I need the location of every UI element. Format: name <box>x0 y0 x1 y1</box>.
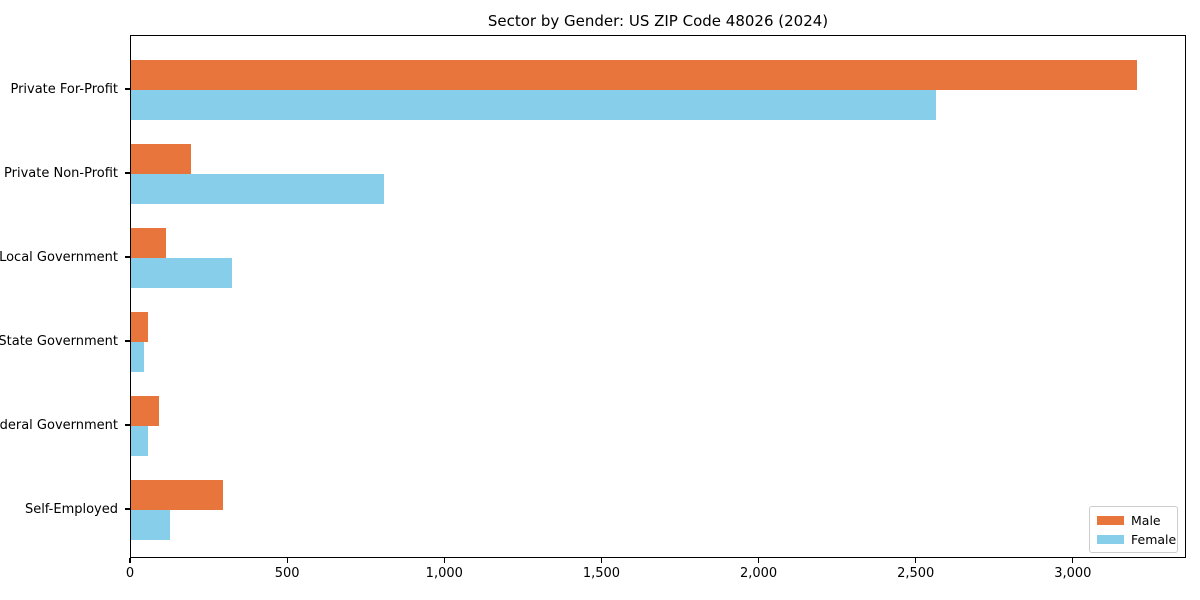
y-tick-mark <box>125 424 130 426</box>
bar-male-state-government <box>131 312 149 342</box>
x-tick-label-3-000: 3,000 <box>1054 566 1092 581</box>
y-tick-label-self-employed: Self-Employed <box>24 501 118 517</box>
plot-area <box>130 35 1186 558</box>
y-tick-label-private-non-profit: Private Non-Profit <box>4 165 118 181</box>
legend-item-male: Male <box>1097 514 1170 527</box>
x-tick-mark <box>286 558 288 563</box>
y-tick-mark <box>125 508 130 510</box>
x-tick-label-500: 500 <box>274 566 300 581</box>
y-tick-label-private-for-profit: Private For-Profit <box>10 81 118 97</box>
x-tick-mark <box>915 558 917 563</box>
x-tick-label-0: 0 <box>125 566 135 581</box>
y-tick-label-local-government: Local Government <box>0 249 118 265</box>
legend: Male Female <box>1089 506 1178 553</box>
y-tick-mark <box>125 340 130 342</box>
legend-item-female: Female <box>1097 533 1176 546</box>
bar-male-federal-government <box>131 396 160 426</box>
bar-male-local-government <box>131 228 166 258</box>
y-tick-mark <box>125 172 130 174</box>
legend-swatch-female <box>1097 534 1124 544</box>
x-tick-mark <box>129 558 131 563</box>
x-tick-mark <box>757 558 760 563</box>
x-tick-label-2-000: 2,000 <box>739 566 778 581</box>
y-tick-label-federal-government: Federal Government <box>0 417 118 433</box>
x-tick-mark <box>1072 558 1074 563</box>
x-tick-label-2-500: 2,500 <box>897 566 935 581</box>
bar-male-private-non-profit <box>131 144 191 174</box>
legend-swatch-male <box>1097 515 1124 525</box>
bar-female-self-employed <box>131 510 170 540</box>
bar-female-private-for-profit <box>131 90 936 120</box>
legend-label-male: Male <box>1131 512 1161 528</box>
x-tick-label-1-500: 1,500 <box>582 566 621 581</box>
y-tick-mark <box>125 88 130 90</box>
y-tick-label-state-government: State Government <box>0 333 118 349</box>
x-tick-mark <box>443 558 445 563</box>
bar-male-private-for-profit <box>131 60 1137 90</box>
x-tick-mark <box>600 558 603 563</box>
legend-label-female: Female <box>1131 531 1177 547</box>
chart-title: Sector by Gender: US ZIP Code 48026 (202… <box>487 12 829 30</box>
bar-female-local-government <box>131 258 232 288</box>
bar-male-self-employed <box>131 480 224 510</box>
bar-female-private-non-profit <box>131 174 384 204</box>
bar-female-federal-government <box>131 426 148 456</box>
bar-female-state-government <box>131 342 144 372</box>
x-tick-label-1-000: 1,000 <box>425 566 463 581</box>
y-tick-mark <box>125 256 130 258</box>
